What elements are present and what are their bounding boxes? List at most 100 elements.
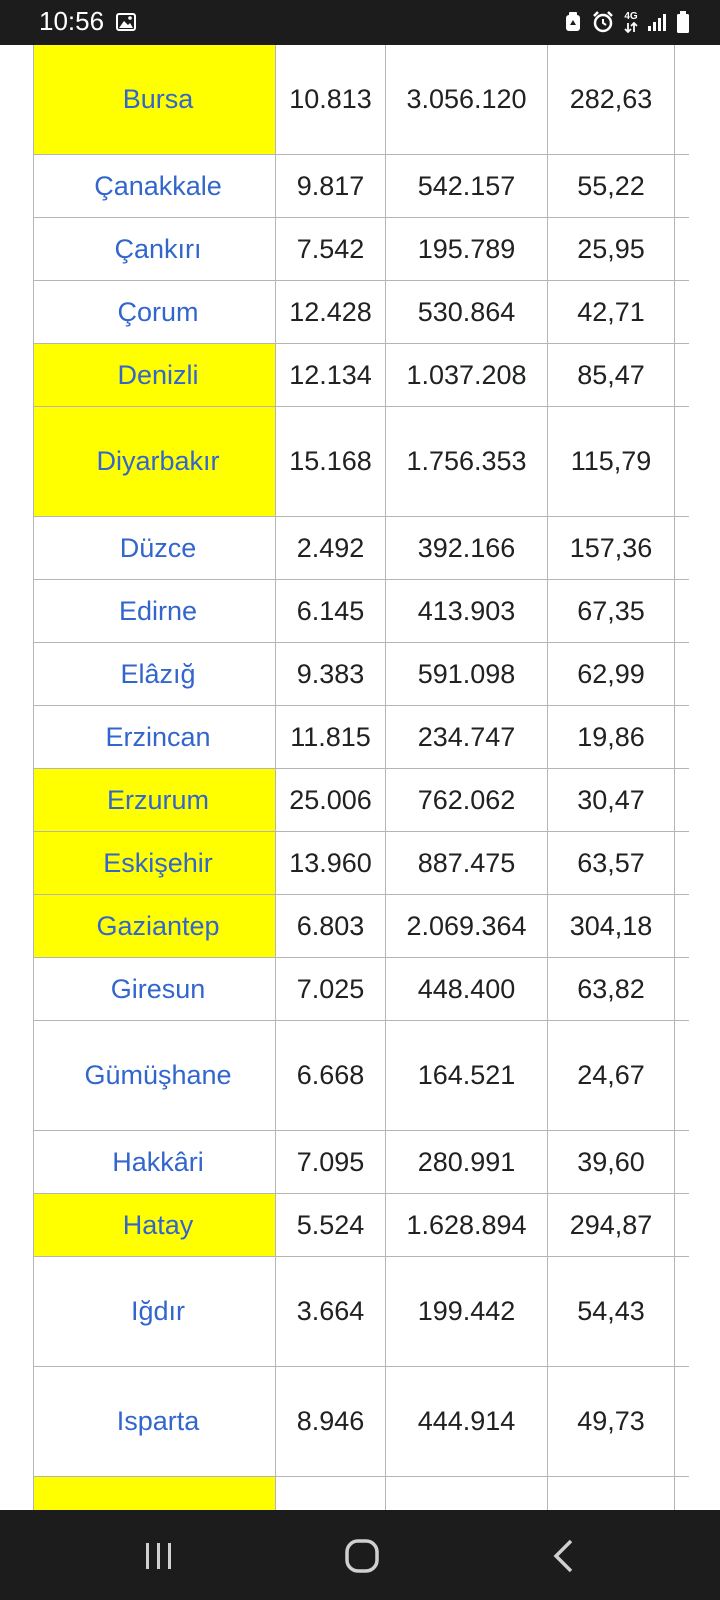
area-cell: 9.817 xyxy=(275,154,386,218)
density-cell: 304,18 xyxy=(547,894,675,958)
province-name-link[interactable]: Çorum xyxy=(33,280,276,344)
province-name-link[interactable]: Iğdır xyxy=(33,1256,276,1367)
density-cell: 55,22 xyxy=(547,154,675,218)
province-name-link[interactable]: Erzincan xyxy=(33,705,276,769)
extra-cell xyxy=(674,957,689,1021)
population-cell: 1.628.894 xyxy=(385,1193,548,1257)
area-cell: 12.134 xyxy=(275,343,386,407)
extra-cell xyxy=(674,343,689,407)
table-row: Hakkâri 7.095 280.991 39,60 xyxy=(33,1130,689,1194)
province-name-link[interactable]: Edirne xyxy=(33,579,276,643)
extra-cell xyxy=(674,1366,689,1477)
density-cell: 63,57 xyxy=(547,831,675,895)
table-row: Giresun 7.025 448.400 63,82 xyxy=(33,957,689,1021)
extra-cell xyxy=(674,154,689,218)
province-name-link[interactable]: Giresun xyxy=(33,957,276,1021)
population-cell: 591.098 xyxy=(385,642,548,706)
extra-cell xyxy=(674,642,689,706)
province-name-link[interactable]: Isparta xyxy=(33,1366,276,1477)
province-name-link[interactable]: Hakkâri xyxy=(33,1130,276,1194)
population-cell: 413.903 xyxy=(385,579,548,643)
area-cell: 7.025 xyxy=(275,957,386,1021)
area-cell: 12.428 xyxy=(275,280,386,344)
table-row: Iğdır 3.664 199.442 54,43 xyxy=(33,1256,689,1367)
back-icon[interactable] xyxy=(545,1536,585,1576)
status-time: 10:56 xyxy=(39,6,105,36)
province-name-link[interactable]: Bursa xyxy=(33,45,276,155)
table-row: Çankırı 7.542 195.789 25,95 xyxy=(33,217,689,281)
battery-icon xyxy=(677,11,689,33)
population-cell: 234.747 xyxy=(385,705,548,769)
province-name-link[interactable]: Düzce xyxy=(33,516,276,580)
population-cell: 195.789 xyxy=(385,217,548,281)
area-cell: 11.815 xyxy=(275,705,386,769)
population-cell: 3.056.120 xyxy=(385,45,548,155)
province-name-link[interactable]: Erzurum xyxy=(33,768,276,832)
density-cell: 49,73 xyxy=(547,1366,675,1477)
population-cell: 887.475 xyxy=(385,831,548,895)
status-icons: 4G xyxy=(564,10,690,34)
extra-cell xyxy=(674,1130,689,1194)
extra-cell xyxy=(674,280,689,344)
extra-cell xyxy=(674,1256,689,1367)
area-cell: 7.542 xyxy=(275,217,386,281)
province-name-link[interactable]: Çanakkale xyxy=(33,154,276,218)
population-cell: 448.400 xyxy=(385,957,548,1021)
area-cell: 8.946 xyxy=(275,1366,386,1477)
area-cell: 9.383 xyxy=(275,642,386,706)
density-cell: 30,47 xyxy=(547,768,675,832)
density-cell: 67,35 xyxy=(547,579,675,643)
province-name-link[interactable]: Hatay xyxy=(33,1193,276,1257)
province-name-link[interactable]: Eskişehir xyxy=(33,831,276,895)
province-name-link[interactable]: Gümüşhane xyxy=(33,1020,276,1131)
population-cell: 392.166 xyxy=(385,516,548,580)
density-cell: 282,63 xyxy=(547,45,675,155)
density-cell: 115,79 xyxy=(547,406,675,517)
density-cell: 62,99 xyxy=(547,642,675,706)
extra-cell xyxy=(674,406,689,517)
province-name-link[interactable]: Diyarbakır xyxy=(33,406,276,517)
extra-cell xyxy=(674,45,689,155)
area-cell: 15.168 xyxy=(275,406,386,517)
table-row: Diyarbakır 15.168 1.756.353 115,79 xyxy=(33,406,689,517)
extra-cell xyxy=(674,894,689,958)
table-row: Düzce 2.492 392.166 157,36 xyxy=(33,516,689,580)
table-row: Çorum 12.428 530.864 42,71 xyxy=(33,280,689,344)
table-row: Denizli 12.134 1.037.208 85,47 xyxy=(33,343,689,407)
extra-cell xyxy=(674,217,689,281)
extra-cell xyxy=(674,1193,689,1257)
population-cell: 444.914 xyxy=(385,1366,548,1477)
recent-apps-icon[interactable] xyxy=(139,1536,179,1576)
density-cell: 294,87 xyxy=(547,1193,675,1257)
area-cell: 7.095 xyxy=(275,1130,386,1194)
table-viewport[interactable]: Bursa 10.813 3.056.120 282,63 Çanakkale 9.817… xyxy=(0,45,720,1510)
extra-cell xyxy=(674,831,689,895)
population-cell: 280.991 xyxy=(385,1130,548,1194)
density-cell: 19,86 xyxy=(547,705,675,769)
navigation-bar xyxy=(0,1510,720,1600)
province-name-link[interactable]: Gaziantep xyxy=(33,894,276,958)
density-cell: 63,82 xyxy=(547,957,675,1021)
population-cell: 164.521 xyxy=(385,1020,548,1131)
home-icon[interactable] xyxy=(342,1536,382,1576)
province-name-link[interactable]: Denizli xyxy=(33,343,276,407)
area-cell: 6.668 xyxy=(275,1020,386,1131)
area-cell: 6.803 xyxy=(275,894,386,958)
gallery-icon xyxy=(116,13,136,31)
alarm-icon xyxy=(593,11,613,33)
table-row: Bursa 10.813 3.056.120 282,63 xyxy=(33,45,689,155)
population-cell: 199.442 xyxy=(385,1256,548,1367)
area-cell: 2.492 xyxy=(275,516,386,580)
province-name-link[interactable]: Çankırı xyxy=(33,217,276,281)
status-bar: 10:56 4G xyxy=(0,0,720,45)
extra-cell xyxy=(674,768,689,832)
population-cell: 530.864 xyxy=(385,280,548,344)
density-cell: 157,36 xyxy=(547,516,675,580)
province-name-link[interactable]: Elâzığ xyxy=(33,642,276,706)
extra-cell xyxy=(674,579,689,643)
table-row-partial-bottom xyxy=(33,1476,689,1510)
table-row: Isparta 8.946 444.914 49,73 xyxy=(33,1366,689,1477)
network-label: 4G xyxy=(624,10,638,22)
table-row: Erzincan 11.815 234.747 19,86 xyxy=(33,705,689,769)
population-cell: 1.037.208 xyxy=(385,343,548,407)
